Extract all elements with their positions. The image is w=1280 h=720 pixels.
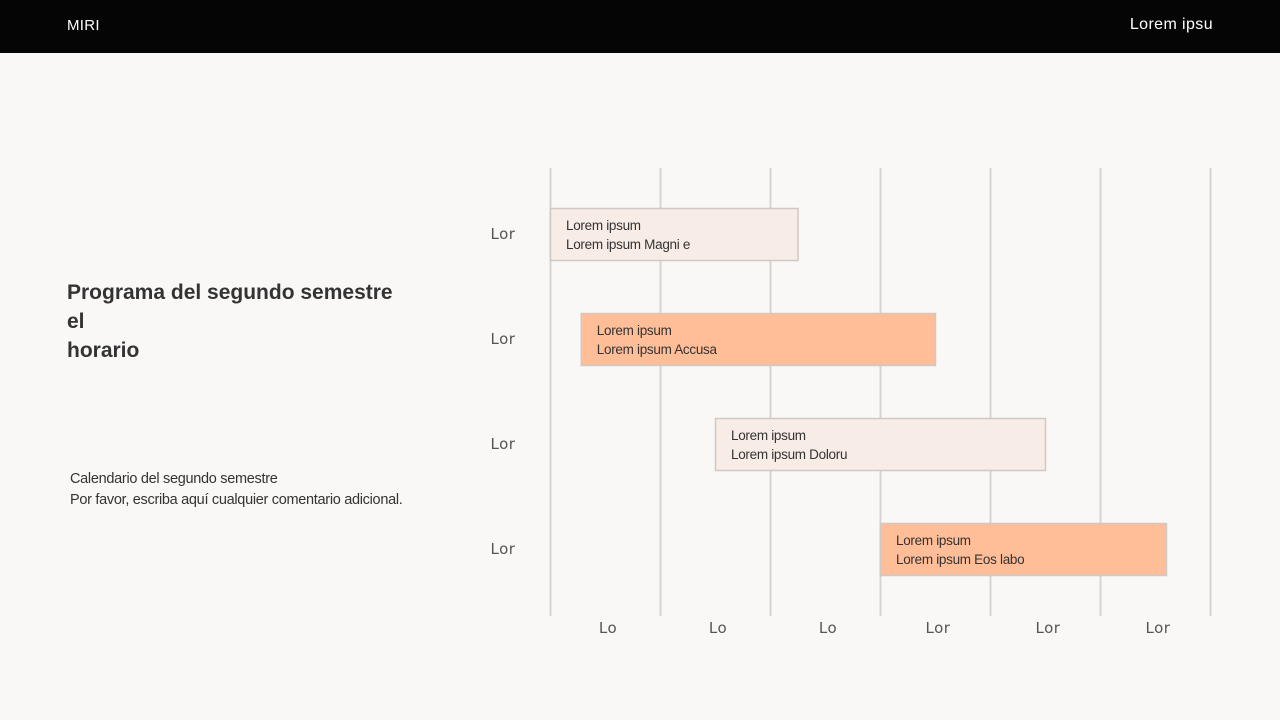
description: Calendario del segundo semestre Por favo…	[70, 469, 450, 511]
column-label: Lo	[599, 619, 617, 637]
task-title: Lorem ipsum	[566, 218, 641, 233]
column-label: Lo	[709, 619, 727, 637]
task-subtitle: Lorem ipsum Eos labo	[896, 552, 1024, 567]
task-title: Lorem ipsum	[731, 428, 806, 443]
task-bar	[879, 522, 1168, 577]
column-label: Lo	[819, 619, 837, 637]
row-label: Lor	[491, 540, 516, 558]
description-line: Por favor, escriba aquí cualquier coment…	[70, 492, 403, 508]
title-line: Programa del segundo semestre	[67, 281, 393, 304]
task-subtitle: Lorem ipsum Magni e	[566, 237, 690, 252]
row-label: Lor	[491, 435, 516, 453]
task-subtitle: Lorem ipsum Doloru	[731, 447, 847, 462]
task-subtitle: Lorem ipsum Accusa	[597, 342, 718, 357]
row-label: Lor	[491, 225, 516, 243]
description-line: Calendario del segundo semestre	[70, 471, 278, 487]
row-label: Lor	[491, 330, 516, 348]
page-title: Programa del segundo semestre el horario	[67, 278, 447, 365]
task-bar	[580, 312, 937, 367]
title-line: horario	[67, 339, 140, 362]
column-label: Lor	[1146, 619, 1171, 637]
task-title: Lorem ipsum	[896, 533, 971, 548]
top-bar: MIRI Lorem ipsu	[0, 0, 1280, 53]
task-bar	[549, 207, 799, 262]
header-right-text: Lorem ipsu	[1129, 16, 1213, 33]
brand-name: MIRI	[67, 17, 100, 34]
column-label: Lor	[1036, 619, 1061, 637]
task-bar	[714, 417, 1047, 472]
column-label: Lor	[926, 619, 951, 637]
title-line: el	[67, 310, 85, 333]
task-title: Lorem ipsum	[597, 323, 672, 338]
